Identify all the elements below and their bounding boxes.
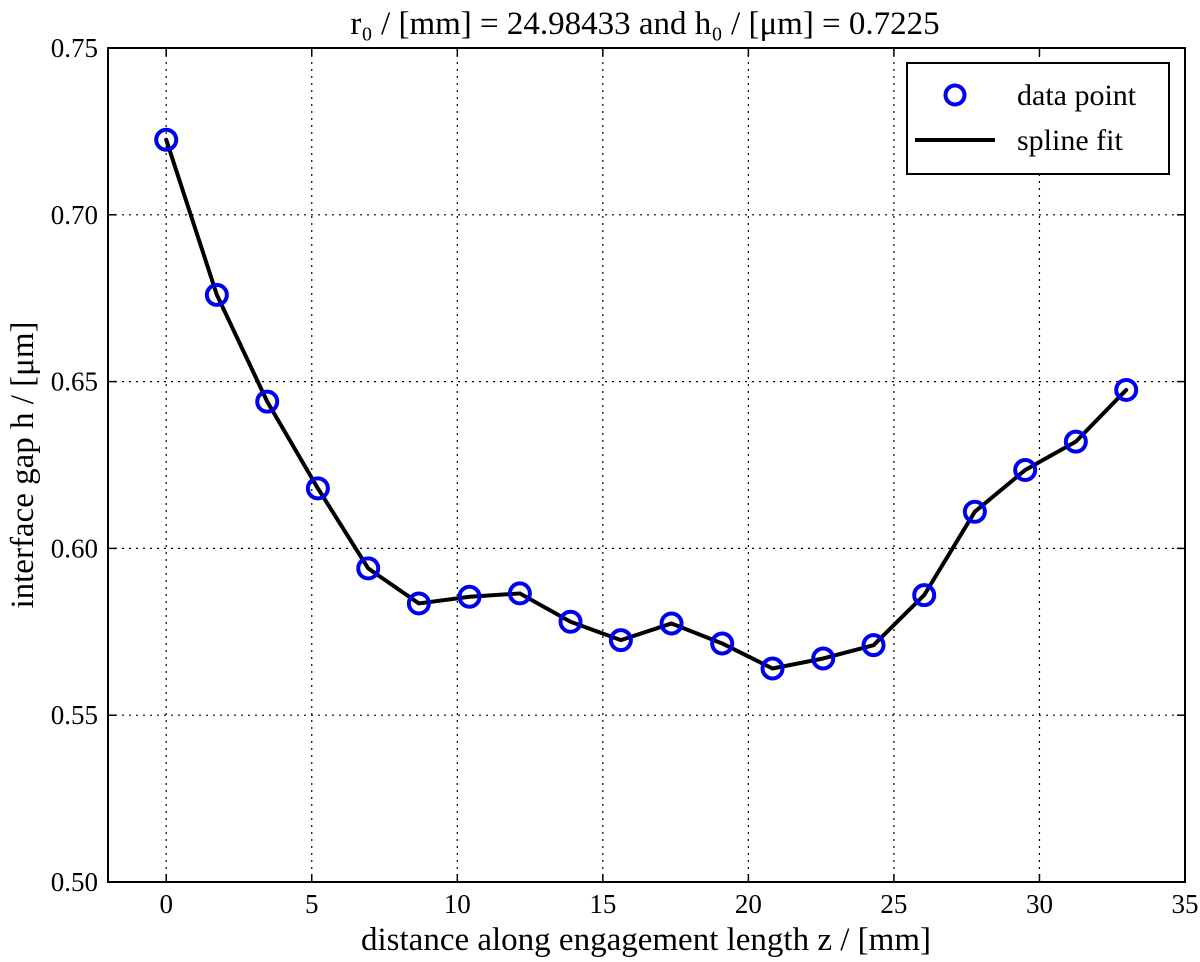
data-point-marker [760, 656, 785, 681]
data-point-marker [659, 611, 684, 636]
x-tick-label: 10 [444, 889, 471, 919]
y-tick-label: 0.70 [51, 200, 98, 230]
data-point-marker [406, 591, 431, 616]
grid-lines [108, 48, 1185, 882]
x-tick-label: 30 [1026, 889, 1053, 919]
data-point-marker [861, 633, 886, 658]
spline-fit-line [164, 137, 1129, 671]
legend-box [906, 62, 1170, 175]
x-tick-label: 0 [159, 889, 173, 919]
y-tick-label: 0.65 [51, 367, 98, 397]
data-point-marker [608, 628, 633, 653]
data-point-marker [154, 127, 179, 152]
y-tick-label: 0.50 [51, 867, 98, 897]
y-tick-label: 0.75 [51, 33, 98, 63]
data-point-marker [457, 584, 482, 609]
x-tick-label: 35 [1172, 889, 1199, 919]
x-tick-label: 20 [735, 889, 762, 919]
data-point-marker [710, 631, 735, 656]
data-point-marker [558, 609, 583, 634]
spline-fit-series [164, 137, 1129, 671]
x-axis-ticks: 0 5 10 15 20 25 30 35 [159, 48, 1199, 919]
data-point-marker [912, 583, 937, 608]
y-axis-ticks: 0.50 0.55 0.60 0.65 0.70 0.75 [51, 33, 1185, 897]
data-point-marker [1013, 458, 1038, 483]
data-point-marker [1063, 429, 1088, 454]
x-tick-label: 25 [880, 889, 907, 919]
data-point-marker [1114, 377, 1139, 402]
data-point-marker [507, 581, 532, 606]
x-axis-title: distance along engagement length z / [mm… [361, 922, 931, 958]
data-point-series [154, 127, 1139, 681]
legend-label-data-point: data point [1017, 79, 1137, 112]
plot-frame [107, 47, 1186, 883]
legend: data point spline fit [906, 62, 1170, 175]
y-tick-label: 0.60 [51, 533, 98, 563]
y-axis-title: interface gap h / [μm] [5, 321, 41, 608]
data-point-marker [204, 282, 229, 307]
x-tick-label: 15 [589, 889, 616, 919]
chart-title: r₀ / [mm] = 24.98433 and h₀ / [μm] = 0.7… [350, 6, 939, 42]
x-tick-label: 5 [305, 889, 319, 919]
legend-marker-data-point [943, 83, 967, 107]
y-tick-label: 0.55 [51, 700, 98, 730]
data-point-marker [811, 646, 836, 671]
data-point-marker [305, 476, 330, 501]
data-point-marker [962, 499, 987, 524]
data-point-marker [255, 389, 280, 414]
legend-label-spline-fit: spline fit [1017, 124, 1123, 157]
data-point-marker [356, 556, 381, 581]
